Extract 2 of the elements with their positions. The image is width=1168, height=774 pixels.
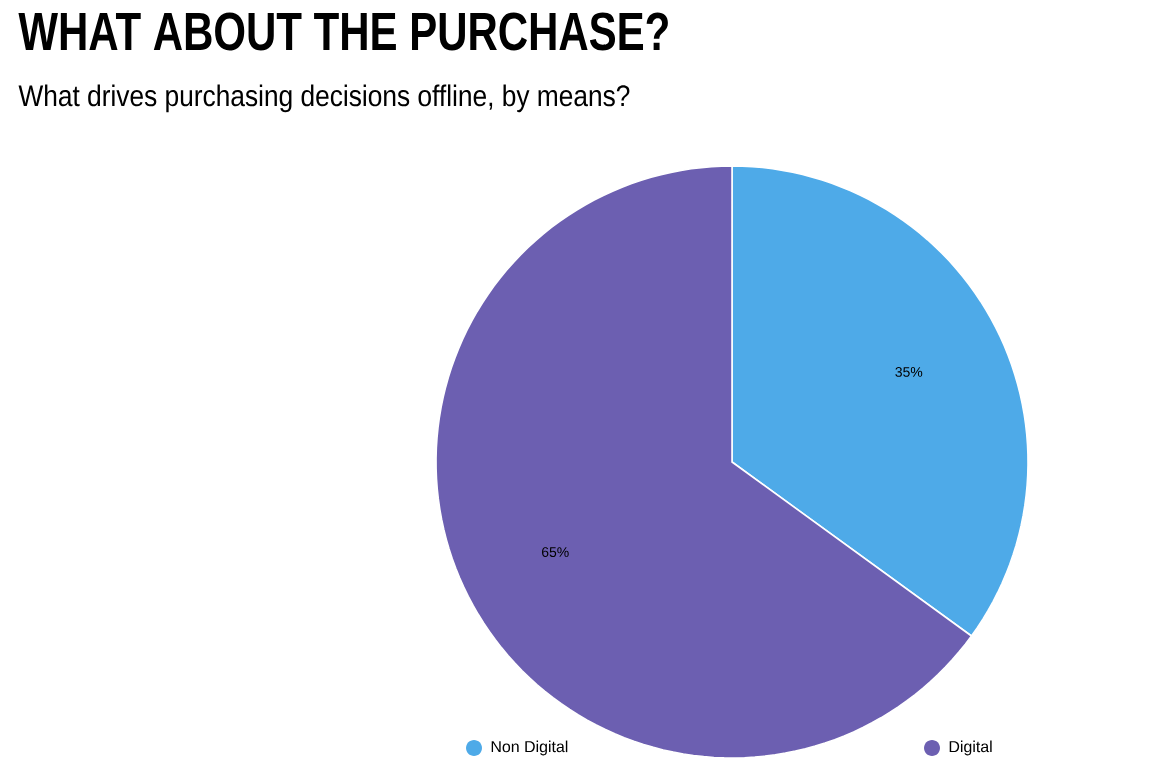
chart-subtitle: What drives purchasing decisions offline, by means? [18, 84, 630, 113]
chart-title: WHAT ABOUT THE PURCHASE? [18, 12, 668, 51]
